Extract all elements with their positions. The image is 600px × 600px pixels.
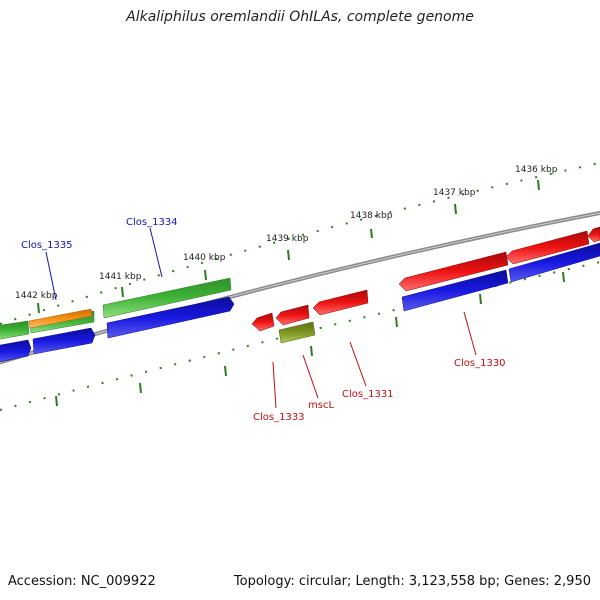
kbp-labels: 1436 kbp 1437 kbp 1438 kbp 1439 kbp 1440… <box>15 165 558 301</box>
tick-1440 <box>204 269 207 281</box>
genome-summary-text: Topology: circular; Length: 3,123,558 bp… <box>233 574 591 589</box>
gene-labels: Clos_1335 Clos_1334 Clos_1333 mscL Clos_… <box>21 217 506 423</box>
gene-label-clos-1333: Clos_1333 <box>253 412 305 423</box>
lower-ruler <box>0 261 600 411</box>
tick-1436 <box>537 179 540 191</box>
gene-feature-mscl <box>278 321 316 344</box>
gene-feature-red-right <box>505 230 590 265</box>
gene-label-clos-1334: Clos_1334 <box>126 217 178 228</box>
tick-1438 <box>370 228 373 239</box>
tick-1441 <box>121 286 124 298</box>
tick-1437 <box>454 203 457 215</box>
gene-label-clos-1335: Clos_1335 <box>21 240 73 251</box>
plus-strand-track <box>0 242 600 363</box>
accession-text: Accession: NC_009922 <box>8 574 156 589</box>
gene-feature-clos-1330 <box>398 251 509 292</box>
gene-label-clos-1331: Clos_1331 <box>342 389 394 400</box>
gene-feature-red-edge <box>587 226 600 243</box>
kbp-label-1437: 1437 kbp <box>433 188 476 198</box>
kbp-label-1441: 1441 kbp <box>99 272 142 282</box>
gene-feature-clos-1334 <box>102 277 232 319</box>
upper-ruler <box>0 162 600 325</box>
kbp-label-1440: 1440 kbp <box>183 253 226 263</box>
gene-label-mscl: mscL <box>308 400 334 411</box>
map-title: Alkaliphilus oremlandii OhILAs, complete… <box>126 9 474 25</box>
gene-feature-green-left <box>0 320 30 340</box>
gene-feature-clos-1335 <box>28 308 93 329</box>
gene-feature-clos-1333 <box>251 312 275 332</box>
tick-1442 <box>37 302 40 314</box>
minus-strand-track <box>251 226 600 332</box>
kbp-label-1442: 1442 kbp <box>15 291 58 301</box>
tick-1439 <box>287 249 290 261</box>
kbp-label-1439: 1439 kbp <box>266 234 309 244</box>
kbp-label-1436: 1436 kbp <box>515 165 558 175</box>
label-leaders <box>45 227 477 409</box>
gene-label-clos-1330: Clos_1330 <box>454 358 506 369</box>
kbp-label-1438: 1438 kbp <box>350 211 393 221</box>
gene-feature-clos-1331 <box>312 289 369 316</box>
gene-feature-red-2 <box>275 304 310 326</box>
